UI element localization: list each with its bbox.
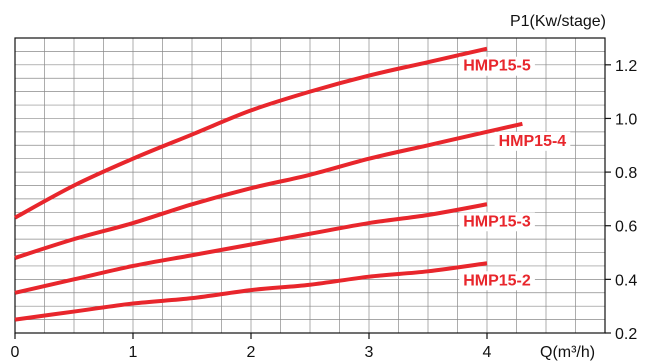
x-tick-label: 3 xyxy=(365,344,374,361)
y-tick-label: 0.2 xyxy=(615,326,637,343)
series-line-hmp15-3 xyxy=(14,202,488,295)
series-label-hmp15-3: HMP15-3 xyxy=(463,213,531,230)
x-tick-label: 2 xyxy=(247,344,256,361)
y-tick-label: 1.0 xyxy=(615,111,637,128)
series-line-hmp15-4 xyxy=(14,121,523,260)
y-tick-label: 0.4 xyxy=(615,272,637,289)
y-tick-label: 0.8 xyxy=(615,165,637,182)
series-label-hmp15-2: HMP15-2 xyxy=(463,272,531,289)
x-tick-label: 0 xyxy=(11,344,20,361)
y-tick-label: 0.6 xyxy=(615,219,637,236)
series-layer xyxy=(14,46,523,322)
x-tick-label: 4 xyxy=(483,344,492,361)
tick-layer: 0 1 2 3 4 0.2 0.4 0.6 0.8 1.0 1.2 xyxy=(11,58,638,361)
series-label-background xyxy=(494,131,571,151)
series-line-hmp15-5 xyxy=(14,46,488,220)
plot-frame xyxy=(14,37,606,334)
y-axis-title: P1(Kw/stage) xyxy=(510,13,606,30)
x-tick-label: 1 xyxy=(129,344,138,361)
x-axis-title: Q(m³/h) xyxy=(540,344,595,361)
series-label-background xyxy=(459,212,535,232)
series-label-hmp15-5: HMP15-5 xyxy=(463,58,531,75)
series-line-hmp15-2 xyxy=(14,261,488,322)
label-layer: HMP15-5 HMP15-4 HMP15-3 HMP15-2 xyxy=(459,56,571,291)
series-label-background xyxy=(459,271,535,291)
series-label-hmp15-4: HMP15-4 xyxy=(499,133,567,150)
series-label-background xyxy=(459,56,535,76)
y-tick-label: 1.2 xyxy=(615,58,637,75)
